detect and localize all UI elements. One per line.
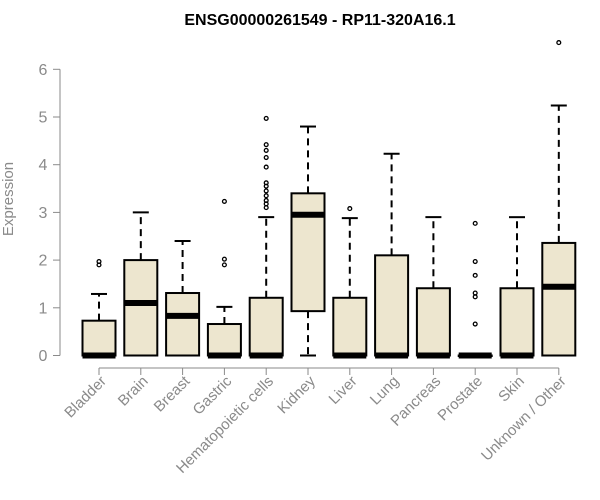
box-iqr: [248, 296, 284, 357]
outlier-point: [263, 188, 269, 194]
box-group: [457, 220, 493, 359]
x-tick-label: Kidney: [274, 372, 319, 417]
box-group: [374, 152, 410, 359]
x-tick-label: Brain: [115, 373, 152, 410]
boxes: [81, 40, 577, 359]
box-group: [415, 216, 451, 359]
box-group: [248, 115, 284, 359]
box-group: [123, 211, 159, 357]
y-tick-label: 3: [39, 205, 48, 222]
y-tick-label: 4: [39, 157, 48, 174]
outlier-point: [263, 193, 269, 199]
outlier-point: [221, 198, 227, 204]
outlier-point: [472, 220, 478, 226]
y-tick-label: 0: [39, 348, 48, 365]
outlier-point: [263, 164, 269, 170]
x-tick-label: Prostate: [434, 373, 486, 425]
outlier-point: [263, 142, 269, 148]
x-tick-label: Liver: [326, 373, 361, 408]
box-iqr: [290, 192, 326, 313]
y-axis: 0 1 2 3 4 5 6: [39, 62, 61, 365]
box-iqr: [123, 259, 159, 357]
y-tick-label: 1: [39, 300, 48, 317]
box-iqr: [541, 241, 577, 357]
outlier-point: [472, 321, 478, 327]
chart-title: ENSG00000261549 - RP11-320A16.1: [184, 12, 455, 29]
box-group: [332, 206, 368, 359]
box-iqr: [165, 292, 201, 357]
box-group: [499, 216, 535, 359]
x-tick-label: Skin: [495, 373, 528, 406]
outlier-point: [472, 290, 478, 296]
box-group: [165, 240, 201, 357]
outlier-point: [263, 147, 269, 153]
box-iqr: [81, 319, 117, 357]
outlier-point: [263, 180, 269, 186]
box-iqr: [206, 323, 242, 357]
box-iqr: [332, 296, 368, 357]
outlier-point: [347, 206, 353, 212]
x-tick-label: Bladder: [61, 373, 110, 422]
outlier-point: [556, 40, 562, 46]
y-axis-label: Expression: [0, 162, 17, 236]
box-iqr: [415, 287, 451, 357]
box-iqr: [499, 287, 535, 357]
y-tick-label: 5: [39, 110, 48, 127]
outlier-point: [263, 197, 269, 204]
box-iqr: [374, 254, 410, 357]
box-group: [81, 258, 117, 359]
box-group: [206, 198, 242, 359]
outlier-point: [263, 154, 269, 161]
x-tick-label: Breast: [151, 372, 194, 415]
outlier-point: [221, 262, 227, 268]
outlier-point: [472, 272, 478, 278]
box-group: [290, 125, 326, 357]
x-tick-label: Lung: [367, 373, 403, 409]
outlier-point: [472, 258, 478, 265]
y-tick-label: 2: [39, 253, 48, 270]
y-tick-label: 6: [39, 62, 48, 79]
outlier-point: [96, 258, 102, 265]
outlier-point: [221, 256, 227, 262]
box-group: [541, 40, 577, 357]
outlier-point: [263, 115, 269, 121]
